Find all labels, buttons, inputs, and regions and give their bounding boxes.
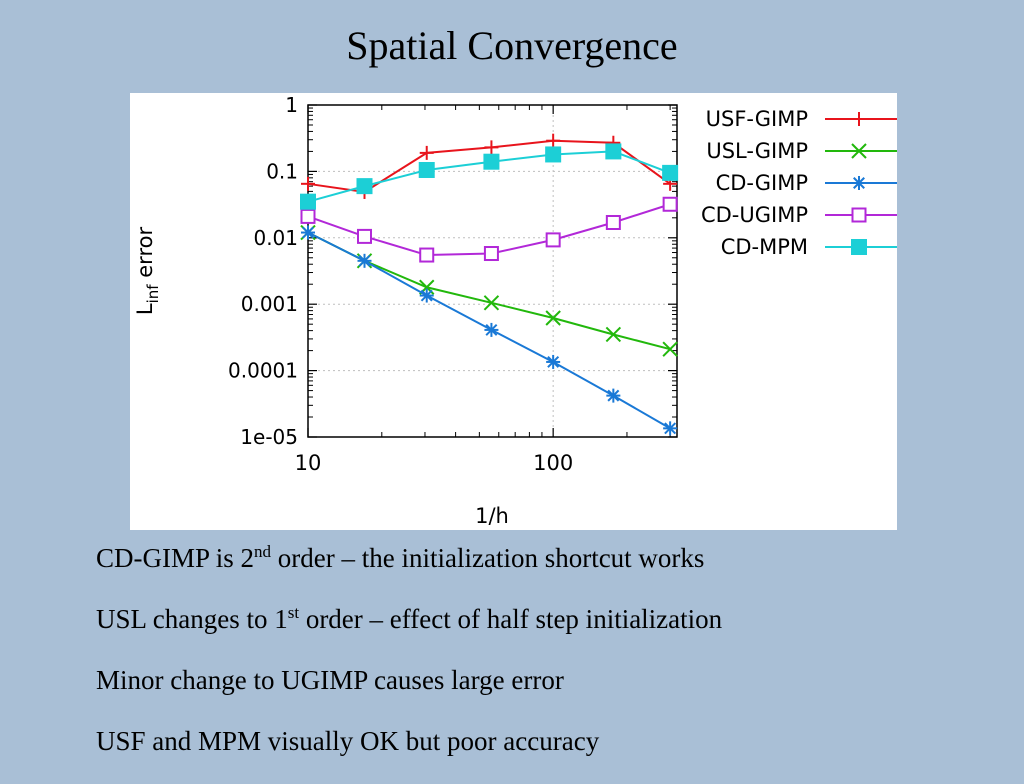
data-point-marker xyxy=(852,112,866,126)
data-point-marker xyxy=(851,207,867,223)
data-point-marker xyxy=(605,214,621,230)
y-tick-label: 1 xyxy=(285,93,298,117)
data-point-marker xyxy=(301,225,315,240)
data-point-marker xyxy=(483,246,499,262)
takeaway-line: Minor change to UGIMP causes large error xyxy=(96,662,996,723)
data-point-marker xyxy=(662,196,678,212)
data-point-marker xyxy=(418,161,435,178)
x-axis-label: 1/h xyxy=(475,504,509,528)
data-point-marker xyxy=(300,193,316,210)
takeaway-text: order – effect of half step initializati… xyxy=(299,604,723,634)
data-point-marker xyxy=(545,310,561,326)
x-tick-label: 10 xyxy=(295,451,322,475)
takeaway-text: CD-GIMP is 2 xyxy=(96,543,255,573)
data-point-marker xyxy=(663,421,678,436)
series-usl-gimp xyxy=(300,224,678,357)
y-axis-label-main: L xyxy=(133,303,157,315)
takeaway-text: Minor change to UGIMP causes large error xyxy=(96,665,564,695)
legend-label: CD-GIMP xyxy=(716,171,808,195)
takeaway-line: USL changes to 1st order – effect of hal… xyxy=(96,601,996,662)
data-point-marker xyxy=(852,176,866,190)
y-tick-label: 1e-05 xyxy=(240,425,298,449)
data-point-marker xyxy=(851,239,867,255)
series-cd-ugimp xyxy=(300,196,678,263)
data-point-marker xyxy=(546,133,561,148)
data-point-marker xyxy=(484,322,499,337)
legend-label: CD-MPM xyxy=(721,235,808,259)
y-tick-label: 0.001 xyxy=(241,292,298,316)
legend-label: CD-UGIMP xyxy=(701,203,808,227)
takeaway-line: CD-GIMP is 2nd order – the initializatio… xyxy=(96,540,996,601)
plot-frame xyxy=(307,104,678,438)
series-cd-mpm xyxy=(300,143,679,210)
data-point-marker xyxy=(606,388,621,403)
takeaway-text: USL changes to 1 xyxy=(96,604,288,634)
legend-label: USL-GIMP xyxy=(706,139,808,163)
data-point-marker xyxy=(483,295,500,311)
data-point-marker xyxy=(301,176,315,191)
y-tick-label: 0.1 xyxy=(266,159,298,183)
series-cd-gimp xyxy=(301,225,678,436)
data-point-marker xyxy=(546,354,561,369)
data-point-marker xyxy=(605,326,622,343)
takeaway-text: order – the initialization shortcut work… xyxy=(271,543,705,573)
data-point-marker xyxy=(419,145,434,160)
data-point-marker xyxy=(419,247,435,263)
series-layer xyxy=(300,133,679,436)
y-tick-label: 0.0001 xyxy=(228,359,298,383)
data-point-marker xyxy=(356,228,372,244)
data-point-marker xyxy=(605,143,622,160)
takeaways-list: CD-GIMP is 2nd order – the initializatio… xyxy=(96,540,996,784)
chart-panel: 1 0.1 0.01 0.001 0.0001 1e-05 10 100 USF-GIMP US… xyxy=(130,93,897,530)
data-point-marker xyxy=(419,288,434,303)
takeaway-text: USF and MPM visually OK but poor accurac… xyxy=(96,726,600,756)
ordinal-suffix: st xyxy=(287,603,300,622)
slide-title: Spatial Convergence xyxy=(346,23,678,68)
data-point-marker xyxy=(483,153,500,170)
y-axis-label-rest: error xyxy=(133,227,157,285)
y-axis-label-sub: inf xyxy=(144,284,162,304)
legend: USF-GIMP USL-GIMP CD-GIMP CD-UGIMP CD-MPM xyxy=(701,107,897,259)
data-point-marker xyxy=(356,178,373,195)
takeaway-line: USF and MPM visually OK but poor accurac… xyxy=(96,723,996,784)
data-point-marker xyxy=(357,253,372,268)
legend-label: USF-GIMP xyxy=(706,107,808,131)
data-point-marker xyxy=(545,146,562,163)
data-point-marker xyxy=(484,140,499,155)
y-axis-label: Linf error xyxy=(133,227,162,316)
data-point-marker xyxy=(662,341,678,357)
data-point-marker xyxy=(662,164,679,181)
data-point-marker xyxy=(300,208,316,224)
data-point-marker xyxy=(545,232,561,248)
data-point-marker xyxy=(851,143,867,159)
x-tick-label: 100 xyxy=(533,451,573,475)
ordinal-suffix: nd xyxy=(254,542,272,561)
y-tick-label: 0.01 xyxy=(253,226,298,250)
